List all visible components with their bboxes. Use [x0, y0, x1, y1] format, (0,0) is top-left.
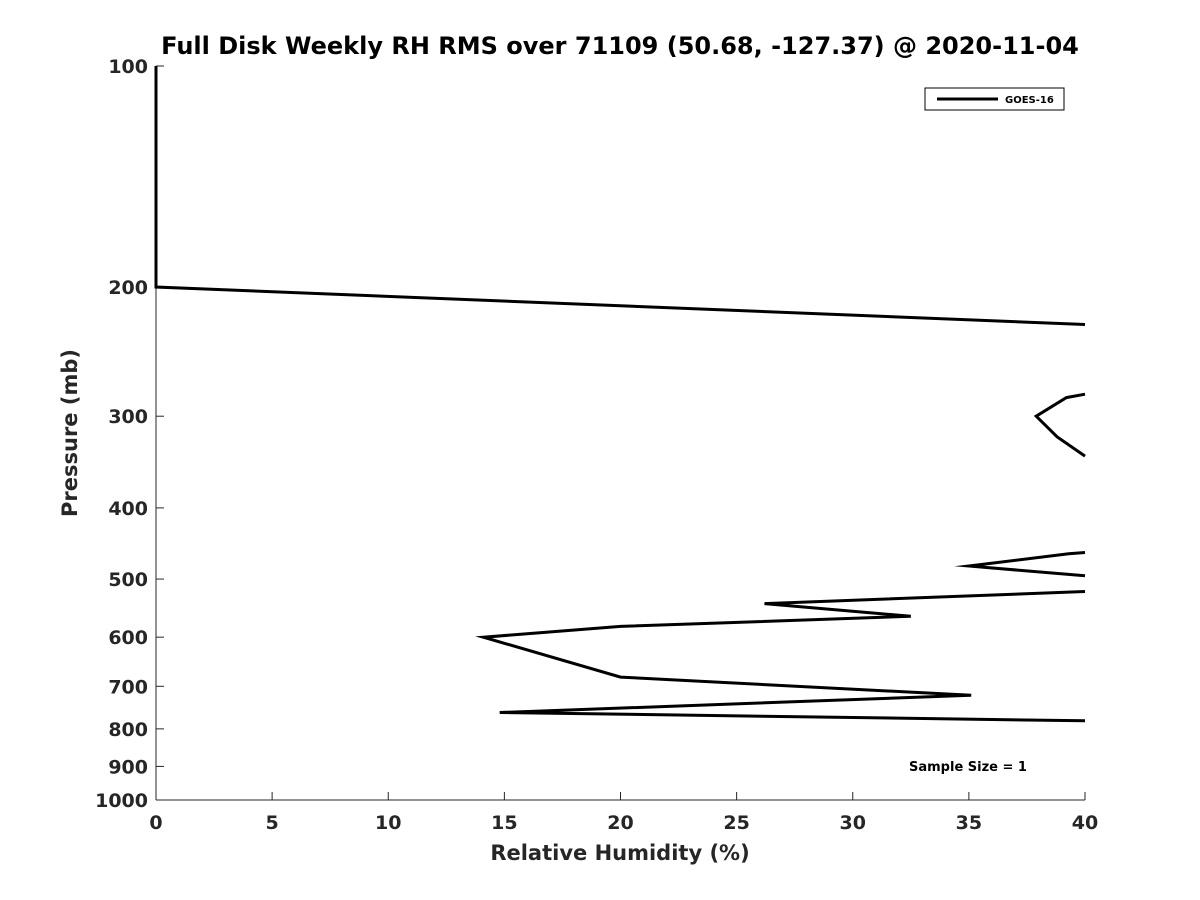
- x-tick-label: 25: [723, 812, 749, 834]
- x-tick-label: 10: [375, 812, 401, 834]
- y-tick-label: 1000: [95, 790, 148, 812]
- x-tick-label: 30: [840, 812, 866, 834]
- x-tick-label: 40: [1072, 812, 1098, 834]
- chart-title: Full Disk Weekly RH RMS over 71109 (50.6…: [161, 32, 1079, 60]
- x-tick-label: 5: [266, 812, 279, 834]
- x-tick-label: 0: [149, 812, 162, 834]
- legend: GOES-16: [924, 87, 1065, 111]
- legend-label-goes-16: GOES-16: [1005, 95, 1054, 106]
- y-tick-label: 200: [108, 277, 148, 299]
- series-line-goes-16: [154, 66, 1086, 326]
- x-tick-label: 35: [956, 812, 982, 834]
- x-axis-label: Relative Humidity (%): [490, 841, 749, 865]
- y-axis-label: Pressure (mb): [58, 349, 82, 517]
- sample-size-annotation: Sample Size = 1: [909, 760, 1027, 775]
- series-line-goes-16: [954, 551, 1086, 578]
- x-tick-label: 15: [491, 812, 517, 834]
- y-tick-label: 800: [108, 719, 148, 741]
- y-tick-label: 400: [108, 498, 148, 520]
- y-tick-label: 900: [108, 756, 148, 778]
- y-tick-label: 300: [108, 406, 148, 428]
- y-tick-label: 700: [108, 676, 148, 698]
- y-tick-label: 600: [108, 627, 148, 649]
- y-tick-label: 100: [108, 56, 148, 78]
- series-line-goes-16: [1033, 392, 1086, 458]
- y-tick-label: 500: [108, 569, 148, 591]
- x-tick-label: 20: [607, 812, 633, 834]
- series-line-goes-16: [475, 590, 1086, 723]
